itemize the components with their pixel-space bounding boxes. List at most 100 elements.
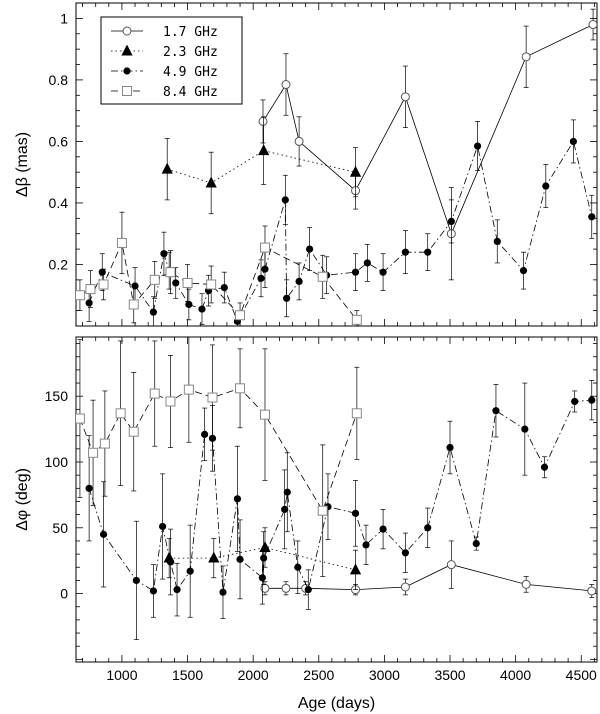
data-point — [351, 509, 360, 517]
data-point — [172, 279, 180, 287]
data-point — [257, 274, 265, 282]
data-point — [258, 116, 268, 126]
data-point — [259, 541, 271, 553]
y-tick-label: 1 — [60, 10, 68, 26]
series-line — [79, 387, 358, 512]
data-point — [521, 52, 531, 62]
data-point — [472, 539, 480, 548]
data-point — [219, 588, 227, 596]
data-point — [259, 242, 270, 253]
data-point — [569, 137, 577, 146]
data-point — [587, 586, 597, 596]
data-point — [165, 267, 176, 278]
legend-marker — [122, 26, 132, 36]
data-point — [351, 314, 362, 325]
data-point — [183, 384, 194, 395]
data-point — [281, 80, 291, 90]
data-point — [305, 245, 314, 253]
data-point — [165, 396, 176, 407]
y-tick-label: 0.8 — [49, 72, 69, 88]
series-line — [262, 24, 594, 235]
data-point — [362, 541, 370, 549]
data-point — [588, 396, 596, 404]
top-panel: 0.2 0.4 0.6 0.8 1 Δβ (mas) — [14, 2, 598, 327]
plot-frame — [75, 336, 598, 663]
data-point — [493, 237, 501, 246]
data-point — [76, 290, 85, 301]
y-tick-label: 100 — [45, 454, 69, 470]
series-line — [265, 564, 592, 592]
data-point — [521, 579, 531, 589]
data-point — [85, 284, 96, 295]
data-point — [99, 530, 108, 538]
data-point — [149, 274, 160, 285]
legend: 1.7 GHz 2.3 GHz 4.9 GHz 8.4 GHz — [100, 16, 243, 105]
y-tick-label: 0.2 — [49, 256, 69, 272]
data-point — [186, 567, 194, 575]
data-point — [519, 267, 528, 275]
y-tick-label: 50 — [52, 520, 68, 536]
legend-label: 1.7 GHz — [163, 25, 218, 40]
x-tick-label: 4000 — [500, 667, 531, 683]
legend-label: 4.9 GHz — [163, 65, 218, 80]
y-tick-label: 0.6 — [49, 133, 69, 149]
data-point — [258, 144, 270, 156]
data-area — [76, 337, 597, 640]
data-point — [400, 92, 410, 102]
data-point — [159, 522, 167, 531]
data-point — [588, 213, 596, 221]
data-point — [128, 426, 139, 437]
legend-entry: 4.9 GHz — [111, 65, 218, 80]
y-tick-label: 0 — [60, 586, 68, 602]
data-point — [363, 259, 371, 267]
data-point — [88, 447, 99, 458]
data-point — [283, 294, 291, 302]
data-point — [201, 430, 209, 438]
legend-entry: 8.4 GHz — [111, 85, 218, 100]
data-point — [115, 408, 126, 419]
data-point — [351, 408, 362, 419]
x-tick-label: 2000 — [238, 667, 269, 683]
data-point — [542, 182, 550, 190]
data-point — [424, 524, 432, 532]
legend-entry: 2.3 GHz — [111, 44, 218, 60]
data-point — [173, 586, 181, 594]
legend-marker — [122, 86, 132, 96]
data-point — [236, 555, 244, 563]
data-point — [149, 388, 160, 399]
data-point — [571, 397, 579, 406]
series-line — [167, 150, 356, 184]
data-point — [208, 551, 220, 563]
series-open-square — [76, 211, 362, 326]
data-point — [317, 505, 328, 516]
data-point — [185, 300, 193, 309]
legend-label: 2.3 GHz — [163, 45, 218, 60]
y-axis-label: Δφ (deg) — [14, 468, 31, 531]
data-point — [182, 277, 193, 288]
data-point — [235, 310, 246, 321]
data-point — [304, 586, 312, 594]
data-point — [473, 142, 482, 150]
data-point — [447, 217, 455, 226]
x-tick-label: 4500 — [566, 667, 597, 683]
data-point — [294, 563, 302, 571]
legend-label: 8.4 GHz — [163, 85, 218, 100]
data-point — [161, 162, 173, 174]
data-point — [98, 279, 109, 290]
y-axis-label: Δβ (mas) — [14, 132, 31, 197]
series-open-square — [76, 337, 362, 577]
data-point — [379, 268, 387, 276]
data-point — [446, 560, 456, 570]
data-point — [166, 558, 175, 566]
data-point — [76, 413, 85, 424]
data-point — [116, 237, 127, 248]
x-axis-label: Age (days) — [298, 695, 375, 712]
data-point — [521, 425, 529, 433]
legend-marker — [123, 67, 131, 75]
data-point — [198, 305, 206, 313]
data-point — [281, 583, 291, 593]
data-point — [235, 383, 246, 394]
data-point — [351, 268, 360, 276]
x-tick-label: 3000 — [369, 667, 400, 683]
